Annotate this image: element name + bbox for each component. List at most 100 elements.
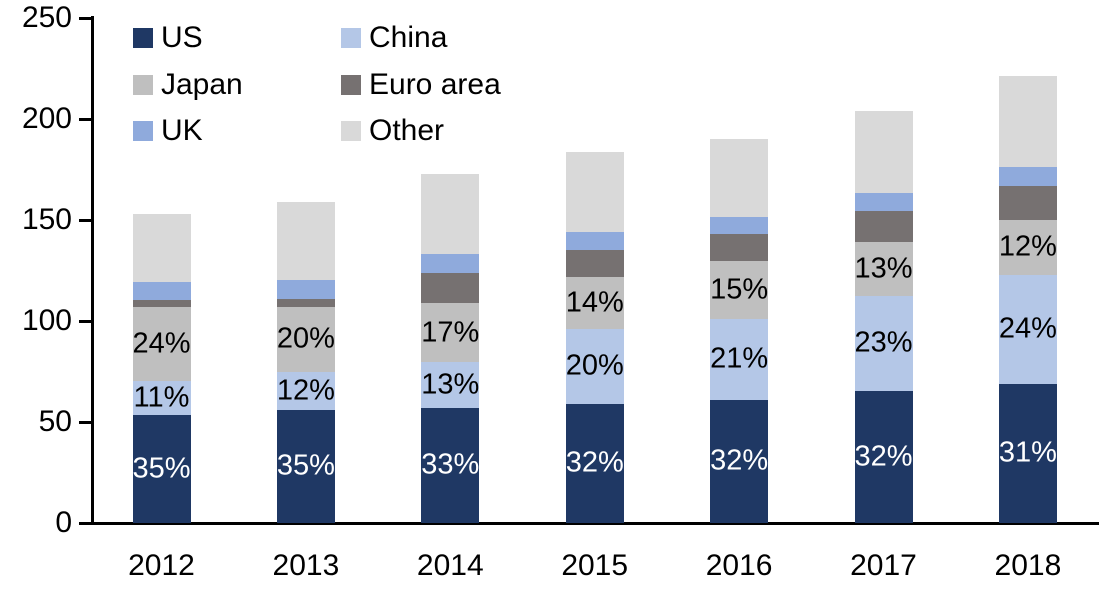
bar-segment-uk [132,281,191,300]
y-axis-tick-label: 100 [21,304,72,337]
legend-swatch-euro-area-icon [341,74,361,95]
bar-segment-euro-area [132,299,191,307]
bar-segment-euro-area [276,298,335,307]
stacked-bar-2014: 33% 13% 17% [421,173,480,523]
bar-segment-japan: 24% [132,306,191,381]
bar-segment-other [132,214,191,282]
bar-segment-china: 12% [276,371,335,410]
bar-segment-other [565,152,624,233]
bar-segment-us: 32% [565,403,624,523]
bar-segment-china: 21% [710,318,769,400]
legend-label-us: US [161,21,203,54]
bar-segment-euro-area [998,185,1057,221]
segment-percentage-label: 13% [421,368,480,401]
segment-percentage-label: 20% [565,349,624,382]
y-axis-tick [79,521,92,525]
y-axis-line [91,16,94,525]
y-axis-tick [79,420,92,424]
x-axis-line [91,522,1099,525]
bar-segment-us: 32% [854,390,913,523]
segment-percentage-label: 12% [276,374,335,407]
y-axis-tick-label: 0 [55,506,72,539]
segment-percentage-label: 17% [421,316,480,349]
bar-segment-uk [998,166,1057,186]
x-axis-category-label: 2017 [850,549,917,582]
bar-segment-uk [565,232,624,251]
bar-segment-japan: 12% [998,220,1057,275]
segment-percentage-label: 32% [565,446,624,479]
stacked-bar-2017: 32% 23% 13% [854,110,913,523]
y-axis-tick [79,218,92,222]
segment-percentage-label: 24% [132,327,191,360]
bar-segment-euro-area [710,234,769,262]
legend-swatch-us-icon [133,28,153,48]
bar-segment-other [276,201,335,280]
bar-segment-euro-area [854,210,913,243]
segment-percentage-label: 14% [565,286,624,319]
bar-segment-uk [854,192,913,211]
segment-percentage-label: 11% [133,381,190,414]
legend-label-japan: Japan [161,67,243,101]
bar-segment-japan: 14% [565,276,624,330]
y-axis-tick-label: 150 [21,203,72,236]
legend-swatch-japan-icon [133,74,153,95]
segment-percentage-label: 12% [998,230,1057,263]
bar-segment-other [710,139,769,217]
bar-segment-japan: 13% [854,242,913,296]
bar-segment-china: 20% [565,329,624,404]
y-axis-tick [79,117,92,121]
segment-percentage-label: 31% [998,436,1057,469]
bar-segment-japan: 20% [276,306,335,372]
bar-segment-uk [421,254,480,273]
segment-percentage-label: 35% [132,452,191,485]
bar-segment-china: 13% [421,362,480,408]
bar-segment-euro-area [421,272,480,303]
segment-percentage-label: 24% [998,312,1057,345]
y-axis-tick-label: 50 [38,405,72,438]
segment-percentage-label: 15% [710,273,769,306]
bar-segment-uk [276,279,335,299]
bar-segment-uk [710,217,769,235]
legend-label-euro-area: Euro area [369,67,501,101]
segment-percentage-label: 35% [276,449,335,482]
bar-segment-china: 23% [854,295,913,391]
stacked-bar-2016: 32% 21% 15% [710,139,768,523]
y-axis-tick [79,319,92,323]
x-axis-category-label: 2016 [705,549,773,582]
segment-percentage-label: 13% [854,252,913,285]
x-axis-category-label: 2012 [128,549,195,582]
bar-segment-japan: 15% [710,261,768,319]
bar-segment-us: 33% [421,407,480,523]
stacked-bar-2018: 31% 24% 12% [998,75,1057,523]
bar-segment-other [854,110,913,193]
bar-segment-china: 11% [132,380,191,415]
stacked-bar-2012: 35% 11% 24% [132,214,191,523]
y-axis-tick-label: 250 [21,1,72,34]
legend-swatch-china-icon [341,28,361,48]
bar-segment-japan: 17% [421,302,480,363]
legend-label-other: Other [369,114,445,147]
segment-percentage-label: 23% [854,326,913,359]
bar-segment-us: 32% [710,399,769,523]
segment-percentage-label: 32% [854,440,913,473]
y-axis-tick-label: 200 [21,102,72,135]
legend-label-china: China [369,21,448,54]
x-axis-category-label: 2013 [272,549,340,582]
bar-segment-other [998,75,1057,167]
stacked-bar-2013: 35% 12% 20% [276,201,335,523]
bar-segment-euro-area [565,250,624,277]
segment-percentage-label: 20% [276,322,335,355]
y-axis-tick [79,16,92,20]
bar-segment-us: 35% [132,414,191,523]
legend-swatch-uk-icon [133,121,153,141]
segment-percentage-label: 32% [710,444,769,477]
bar-segment-us: 31% [998,383,1057,523]
legend-label-uk: UK [161,114,203,147]
bar-segment-china: 24% [998,274,1057,384]
segment-percentage-label: 21% [710,342,769,375]
stacked-bar-2015: 32% 20% 14% [565,152,624,523]
x-axis-category-label: 2015 [561,549,629,582]
bar-segment-us: 35% [276,409,335,523]
segment-percentage-label: 33% [421,448,480,481]
